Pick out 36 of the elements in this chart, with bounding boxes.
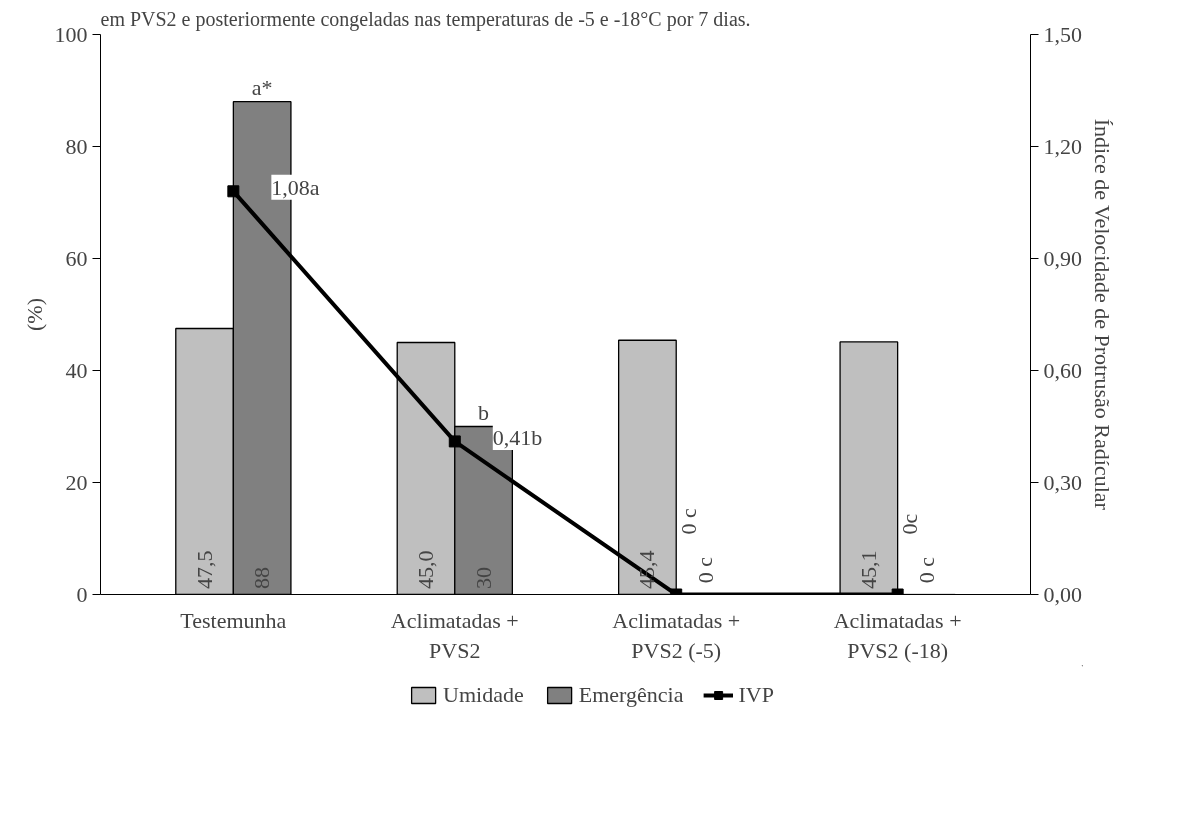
x-tick-label: Aclimatadas + PVS2	[390, 607, 519, 663]
x-tick-label: Testemunha	[180, 607, 287, 633]
data-label: 0 c	[675, 508, 701, 535]
y-tick-label: 20	[65, 469, 88, 495]
data-label: 0 c	[913, 556, 939, 584]
data-label: 45,1	[855, 550, 881, 589]
y-tick-label: 80	[65, 133, 88, 159]
data-label: 0 c	[692, 556, 718, 584]
legend-label: Umidade	[443, 682, 524, 708]
data-label: 47,5	[191, 550, 217, 589]
legend-label: Emergência	[578, 682, 684, 708]
x-tick-label: Aclimatadas + PVS2 (-18)	[833, 607, 962, 663]
data-label: 88	[249, 566, 275, 589]
data-label: 45,4	[634, 550, 660, 589]
y2-tick-label: 1,50	[1043, 21, 1082, 47]
y2-tick-label: 0,00	[1043, 581, 1082, 607]
y2-axis-title: Índice de Velocidade de Protrusão Radícular	[1090, 118, 1115, 511]
y2-tick-label: 0,90	[1043, 245, 1082, 271]
y2-tick-label: 0,60	[1043, 357, 1082, 383]
y-axis-title: (%)	[21, 298, 47, 331]
data-label: 1,08a	[271, 174, 320, 200]
annotation: a*	[251, 74, 273, 100]
y2-tick-label: 1,20	[1043, 133, 1082, 159]
annotation: b	[478, 399, 490, 425]
text: em PVS2 e posteriormente congeladas nas temperaturas de -5 e -18°C por 7 dias.	[100, 7, 751, 31]
y2-tick-label: 0,30	[1043, 469, 1082, 495]
y-tick-label: 40	[65, 357, 88, 383]
data-label: 45,0	[413, 550, 438, 589]
y-tick-label: 0	[76, 581, 88, 607]
y-tick-label: 100	[54, 21, 88, 47]
data-label: 0c	[897, 513, 923, 535]
legend-label: IVP	[738, 682, 774, 708]
x-tick-label: Aclimatadas + PVS2 (-5)	[612, 607, 741, 663]
data-label: 0,41b	[492, 424, 543, 450]
y-tick-label: 60	[65, 245, 88, 271]
data-label: 30	[470, 566, 496, 589]
